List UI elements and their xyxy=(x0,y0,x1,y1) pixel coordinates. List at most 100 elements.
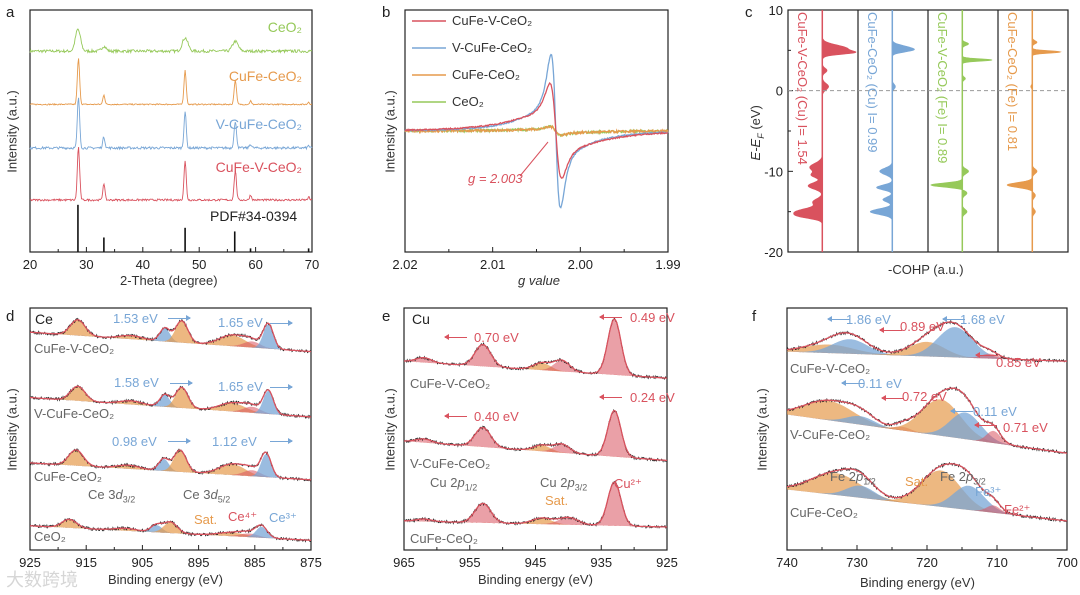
reference-label: PDF#34-0394 xyxy=(210,208,298,224)
sample-label: V-CuFe-CeO₂ xyxy=(410,456,491,471)
series-label-cufe-v-ceo2: CuFe-V-CeO₂ xyxy=(215,159,302,175)
sample-label: V-CuFe-CeO₂ xyxy=(34,406,115,421)
x-tick-label: 70 xyxy=(305,257,319,272)
component-peak-fill xyxy=(404,503,667,527)
component-peak-fill xyxy=(787,414,1067,454)
sample-label: CuFe-V-CeO₂ xyxy=(34,341,115,356)
fe3-label: Fe³⁺ xyxy=(975,484,1002,499)
x-tick-label: 925 xyxy=(19,555,41,570)
x-tick-label: 1.99 xyxy=(655,257,680,272)
shift-label: 0.89 eV xyxy=(900,319,945,334)
sat-label: Sat. xyxy=(545,493,569,508)
sample-label: CuFe-V-CeO₂ xyxy=(410,376,491,391)
x-tick-label: 40 xyxy=(136,257,150,272)
ylabel-e: Intensity (a.u.) xyxy=(382,388,398,471)
fit-envelope-line xyxy=(30,518,311,541)
ylabel-b: Intensity (a.u.) xyxy=(382,90,398,173)
epr-series-line xyxy=(404,124,669,137)
sample-label: CuFe-V-CeO₂ xyxy=(790,361,871,376)
peak-label-3d52: Ce 3d5/2 xyxy=(183,487,231,505)
x-tick-label: 720 xyxy=(916,555,938,570)
x-tick-label: 895 xyxy=(188,555,210,570)
x-tick-label: 50 xyxy=(192,257,206,272)
sample-label: CuFe-CeO₂ xyxy=(34,469,102,484)
cohp-label-3: CuFe-V-CeO₂ (Fe) I= 0.89 xyxy=(935,12,950,164)
shift-label: 1.58 eV xyxy=(114,375,159,390)
cohp-label-2: CuFe-CeO₂ (Cu) I= 0.99 xyxy=(865,12,880,153)
x-tick-label: 730 xyxy=(846,555,868,570)
cohp-label-1: CuFe-V-CeO₂ (Cu) I= 1.54 xyxy=(795,12,810,165)
peak-label-2p12: Cu 2p1/2 xyxy=(430,475,478,493)
shift-label: 0.49 eV xyxy=(630,310,675,325)
shift-label: 0.40 eV xyxy=(474,409,519,424)
shift-label: 1.86 eV xyxy=(846,312,891,327)
component-peak-fill xyxy=(787,470,1067,521)
xlabel-a: 2-Theta (degree) xyxy=(120,273,218,288)
xrd-series-line xyxy=(29,97,313,151)
shift-label: 0.98 eV xyxy=(112,434,157,449)
watermark: 大数跨境 xyxy=(6,570,78,590)
fit-envelope-line xyxy=(786,387,1068,454)
panel-label-c: c xyxy=(745,4,753,21)
shift-label: 1.53 eV xyxy=(113,311,158,326)
component-peak-fill xyxy=(30,522,311,541)
x-tick-label: 60 xyxy=(248,257,262,272)
element-label-ce: Ce xyxy=(35,311,53,327)
x-tick-label: 915 xyxy=(75,555,97,570)
legend-item-cufe-ceo2: CuFe-CeO₂ xyxy=(452,67,520,82)
component-peak-fill xyxy=(30,450,311,480)
xlabel-b: g value xyxy=(518,273,560,288)
component-peak-fill xyxy=(30,319,311,352)
fit-envelope-line xyxy=(403,481,667,528)
component-peak-fill xyxy=(404,319,667,379)
x-tick-label: 955 xyxy=(459,555,481,570)
shift-label: 0.11 eV xyxy=(858,376,902,391)
component-peak-fill xyxy=(787,489,1067,521)
component-peak-fill xyxy=(787,327,1067,362)
fit-envelope-line xyxy=(786,321,1067,362)
panel-label-f: f xyxy=(752,308,757,325)
xlabel-d: Binding energy (eV) xyxy=(108,572,223,587)
fit-envelope-line xyxy=(29,385,311,418)
peak-label-2p12: Fe 2p1/2 xyxy=(830,469,876,487)
fit-envelope-line xyxy=(404,318,668,379)
x-tick-label: 905 xyxy=(132,555,154,570)
shift-label: 0.11 eV xyxy=(973,404,1017,419)
component-peak-fill xyxy=(30,449,311,480)
x-tick-label: 2.00 xyxy=(568,257,593,272)
y-tick-label: 10 xyxy=(769,3,783,18)
x-tick-label: 925 xyxy=(656,555,678,570)
sat-label: Sat. xyxy=(194,512,218,527)
sample-label: CeO₂ xyxy=(34,529,66,544)
y-tick-label: -10 xyxy=(764,164,783,179)
shift-label: 0.70 eV xyxy=(474,330,519,345)
legend-item-ceo2: CeO₂ xyxy=(452,94,484,109)
shift-label: 1.12 eV xyxy=(212,434,257,449)
x-tick-label: 965 xyxy=(393,555,415,570)
x-tick-label: 740 xyxy=(776,555,798,570)
g-value-pointer xyxy=(519,141,549,177)
cu2-label: Cu²⁺ xyxy=(614,476,642,491)
component-peak-fill xyxy=(787,485,1067,521)
x-tick-label: 945 xyxy=(525,555,547,570)
ylabel-a: Intensity (a.u.) xyxy=(4,90,20,173)
g-value-annotation: g = 2.003 xyxy=(468,171,523,186)
sample-label: CuFe-CeO₂ xyxy=(410,531,478,546)
series-label-ceo2: CeO₂ xyxy=(267,19,302,35)
cohp-label-4: CuFe-CeO₂ (Fe) I= 0.81 xyxy=(1005,12,1020,152)
xrd-series-line xyxy=(29,146,313,203)
component-peak-fill xyxy=(404,518,667,527)
x-tick-label: 885 xyxy=(244,555,266,570)
fit-envelope-line xyxy=(30,449,311,481)
ylabel-d: Intensity (a.u.) xyxy=(4,388,20,471)
peak-label-2p32: Cu 2p3/2 xyxy=(540,475,588,493)
ylabel-f: Intensity (a.u.) xyxy=(754,388,770,471)
component-peak-fill xyxy=(404,482,667,527)
ce4-label: Ce⁴⁺ xyxy=(228,509,258,524)
xlabel-e: Binding energy (eV) xyxy=(478,572,593,587)
xlabel-f: Binding energy (eV) xyxy=(860,575,975,590)
xrd-series-line xyxy=(29,28,313,55)
xrd-series-line xyxy=(29,58,312,106)
x-tick-label: 875 xyxy=(300,555,322,570)
